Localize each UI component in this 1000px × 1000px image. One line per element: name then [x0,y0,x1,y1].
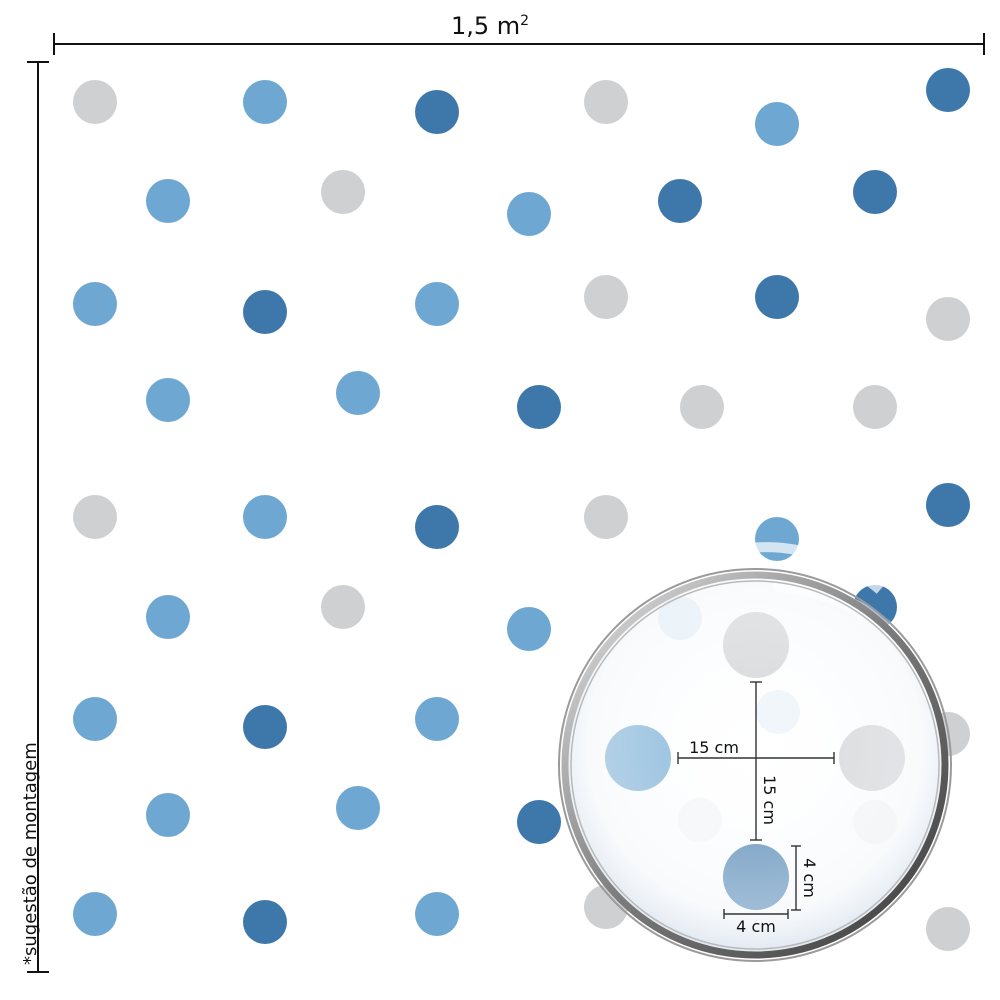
polka-dot [73,495,117,539]
polka-dot [517,385,561,429]
polka-dot [73,697,117,741]
polka-dot [243,495,287,539]
polka-dot [415,697,459,741]
polka-dot [853,385,897,429]
polka-dot [584,495,628,539]
polka-dot-pattern [73,68,970,951]
dot-height-label: 4 cm [800,858,819,898]
polka-dot [853,170,897,214]
vertical-spacing-label: 15 cm [760,775,779,825]
polka-dot [243,900,287,944]
polka-dot [926,297,970,341]
width-dimension-line [53,33,985,55]
polka-dot [336,371,380,415]
width-value: 1,5 m [450,12,521,40]
polka-dot [73,892,117,936]
polka-dot [146,793,190,837]
polka-dot [507,192,551,236]
magnifier-lens: 15 cm 15 cm 4 cm 4 cm [558,542,952,962]
polka-dot [415,892,459,936]
spacing-guides [677,681,835,919]
horizontal-spacing-label: 15 cm [689,738,739,757]
polka-dot [415,90,459,134]
polka-dot [680,385,724,429]
polka-dot [146,595,190,639]
polka-dot [336,786,380,830]
polka-dot [243,80,287,124]
polka-dot [926,907,970,951]
polka-dot [755,275,799,319]
polka-dot [584,275,628,319]
polka-dot [321,170,365,214]
polka-dot [658,179,702,223]
polka-dot [146,378,190,422]
polka-dot [507,607,551,651]
polka-dot [243,705,287,749]
width-label: 1,5 m2 [430,12,550,40]
polka-dot [243,290,287,334]
polka-dot [415,505,459,549]
polka-dot [926,483,970,527]
polka-dot [584,80,628,124]
polka-dot [73,282,117,326]
polka-dot [73,80,117,124]
magnifier-rim [561,571,949,959]
polka-dot [146,179,190,223]
polka-dot [926,68,970,112]
mounting-suggestion-note: *sugestão de montagem [20,742,41,965]
polka-dot [415,282,459,326]
width-unit-exponent: 2 [520,13,530,29]
polka-dot [755,517,799,561]
polka-dot [755,102,799,146]
dot-width-label: 4 cm [736,917,776,936]
polka-dot [321,585,365,629]
height-dimension-line [27,61,49,973]
polka-dot [517,800,561,844]
